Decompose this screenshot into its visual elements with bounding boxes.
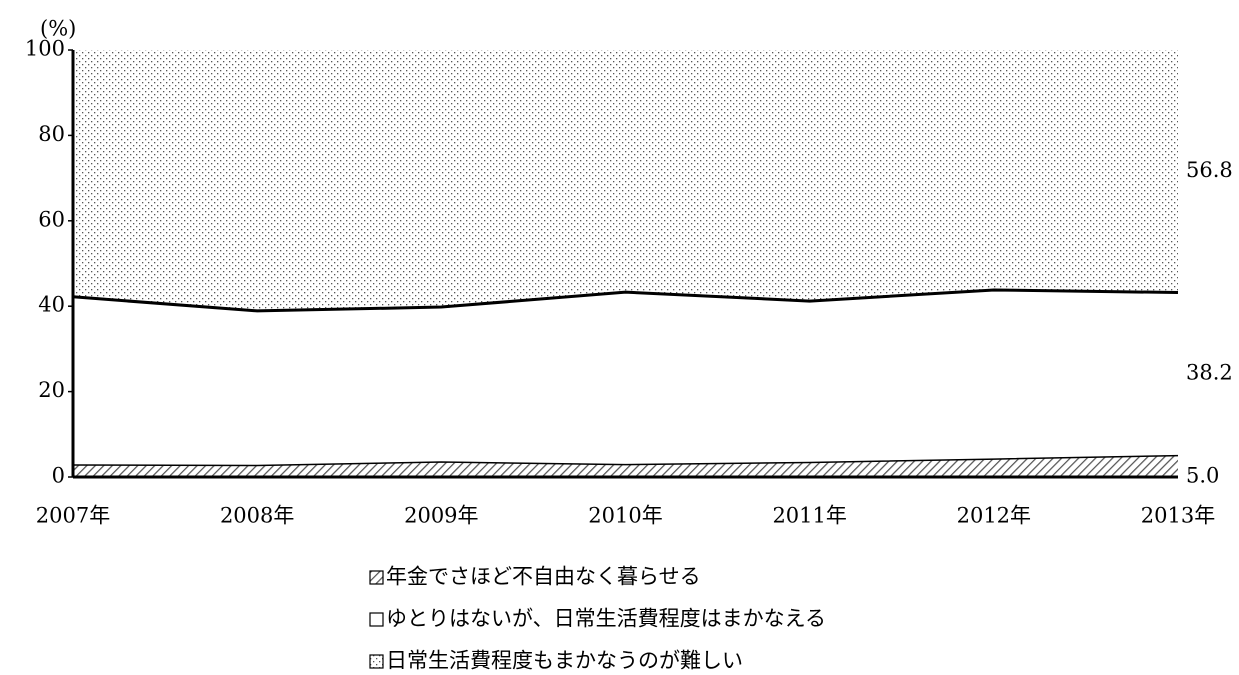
x-tick-label: 2012年 [957,504,1031,528]
x-tick-label: 2007年 [36,504,110,528]
x-tick-label: 2009年 [404,504,478,528]
legend-swatch [369,654,384,669]
y-tick-label: 80 [38,122,65,146]
legend-label: ゆとりはないが、日常生活費程度はまかなえる [386,607,826,631]
area [73,50,1178,311]
value-label: 5.0 [1186,464,1219,488]
value-label: 38.2 [1186,361,1233,385]
boundary-line [72,288,1179,313]
x-tick-label: 2008年 [220,504,294,528]
y-tick-label: 100 [25,37,65,61]
legend-swatch [369,612,384,627]
value-label: 56.8 [1186,158,1233,182]
x-tick-label: 2013年 [1141,504,1215,528]
y-axis-label: (%) [40,17,76,41]
y-tick-label: 40 [38,293,65,317]
area [73,289,1178,466]
legend-label: 年金でさほど不自由なく暮らせる [386,565,701,589]
legend-label: 日常生活費程度もまかなうのが難しい [386,649,743,673]
y-tick-label: 60 [38,207,65,231]
y-tick-label: 0 [52,464,65,488]
x-tick-label: 2011年 [772,504,846,528]
legend-swatch [369,570,384,585]
boundary-line [72,454,1179,467]
y-tick-label: 20 [38,378,65,402]
x-tick-label: 2010年 [588,504,662,528]
